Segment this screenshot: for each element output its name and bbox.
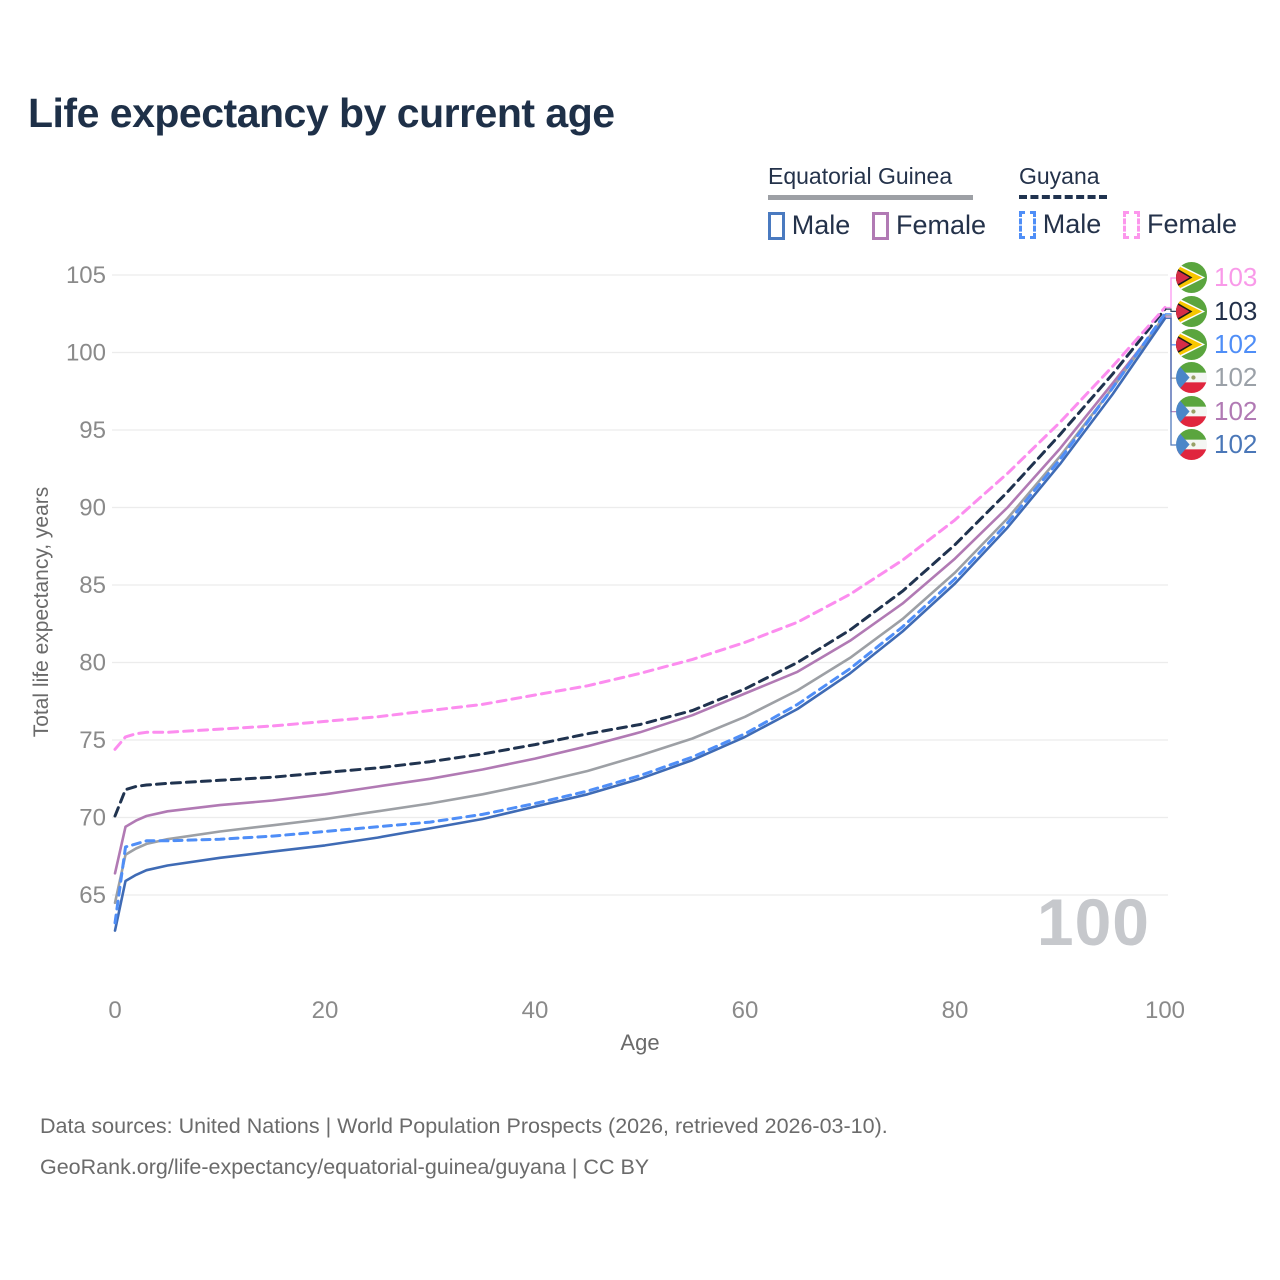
end-label-row-guy_male: 102 [1176, 328, 1280, 361]
end-label-connector-guy_both [1165, 308, 1177, 313]
legend-label-guyana-female[interactable]: Female [1146, 209, 1237, 239]
legend-underline-solid [768, 195, 973, 200]
series-line-eq_both [113, 314, 1167, 905]
legend-swatch-guyana-female[interactable] [1123, 210, 1140, 239]
series-line-guy_male [113, 312, 1167, 925]
legend-country-guyana[interactable]: Guyana [1019, 163, 1100, 189]
legend-swatch-guyana-male[interactable] [1019, 210, 1036, 239]
end-label-connector-eq_male [1165, 317, 1177, 446]
y-tick-65: 65 [79, 882, 106, 909]
legend-country-equatorial-guinea[interactable]: Equatorial Guinea [768, 163, 953, 189]
x-tick-80: 80 [942, 997, 969, 1024]
end-label-value-guy_both: 103 [1214, 295, 1258, 326]
equatorial-guinea-flag-icon [1176, 429, 1207, 461]
end-label-value-eq_female: 102 [1214, 395, 1258, 426]
y-tick-100: 100 [66, 340, 106, 367]
x-axis-title: Age [620, 1030, 659, 1055]
y-tick-70: 70 [79, 805, 106, 832]
guyana-flag-icon [1176, 328, 1207, 360]
end-label-connector-guy_female [1165, 277, 1177, 309]
y-tick-90: 90 [79, 495, 106, 522]
legend-group-equatorial-guinea: Equatorial Guinea Male Female [768, 163, 1008, 241]
series-line-guy_female [113, 306, 1167, 751]
end-label-value-eq_both: 102 [1214, 362, 1258, 393]
footer-attribution: GeoRank.org/life-expectancy/equatorial-g… [40, 1155, 650, 1179]
series-line-eq_male [113, 317, 1167, 932]
guyana-flag-icon [1176, 262, 1207, 294]
end-label-value-eq_male: 102 [1214, 429, 1258, 460]
legend-label-eq-female[interactable]: Female [895, 210, 986, 240]
end-label-row-eq_male: 102 [1176, 428, 1280, 461]
y-axis-title: Total life expectancy, years [30, 487, 53, 738]
page-title: Life expectancy by current age [28, 90, 615, 136]
x-tick-0: 0 [108, 997, 121, 1024]
x-tick-20: 20 [312, 997, 339, 1024]
y-tick-85: 85 [79, 572, 106, 599]
end-label-row-guy_both: 103 [1176, 294, 1280, 327]
x-tick-60: 60 [732, 997, 759, 1024]
legend-swatch-eq-male[interactable] [768, 211, 785, 240]
x-tick-40: 40 [522, 997, 549, 1024]
equatorial-guinea-flag-icon [1176, 362, 1207, 394]
series-end-labels: 103 103 102 102 102 102 [1176, 261, 1280, 461]
guyana-flag-icon [1176, 295, 1207, 327]
end-label-value-guy_female: 103 [1214, 262, 1258, 293]
y-tick-80: 80 [79, 650, 106, 677]
end-label-row-eq_both: 102 [1176, 361, 1280, 394]
footer-data-sources: Data sources: United Nations | World Pop… [40, 1114, 888, 1138]
legend-swatch-eq-female[interactable] [872, 211, 889, 240]
end-label-row-eq_female: 102 [1176, 395, 1280, 428]
legend-label-guyana-male[interactable]: Male [1042, 209, 1102, 239]
series-line-guy_both [113, 307, 1167, 818]
watermark-age-counter: 100 [1036, 885, 1150, 959]
equatorial-guinea-flag-icon [1176, 395, 1207, 427]
legend-group-guyana: Guyana Male Female [1019, 163, 1259, 240]
legend-label-eq-male[interactable]: Male [791, 210, 851, 240]
y-tick-75: 75 [79, 727, 106, 754]
y-tick-105: 105 [66, 262, 106, 289]
y-tick-95: 95 [79, 417, 106, 444]
end-label-value-guy_male: 102 [1214, 328, 1258, 359]
footer: Data sources: United Nations | World Pop… [40, 1106, 888, 1188]
series-line-eq_female [113, 315, 1167, 875]
legend-underline-dashed [1019, 195, 1107, 199]
end-label-row-guy_female: 103 [1176, 261, 1280, 294]
x-tick-100: 100 [1145, 997, 1185, 1024]
